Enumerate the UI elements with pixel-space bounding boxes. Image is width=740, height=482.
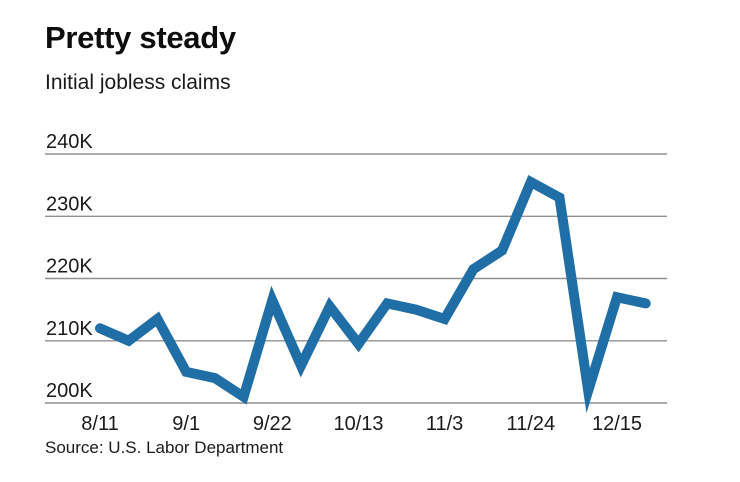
- chart-subtitle: Initial jobless claims: [45, 71, 231, 94]
- x-tick-label: 8/11: [81, 413, 118, 435]
- x-tick-label: 9/22: [253, 413, 292, 435]
- claims-line: [95, 174, 651, 414]
- y-tick-label: 240K: [46, 131, 93, 153]
- x-tick-label: 11/3: [426, 413, 463, 435]
- y-tick-label: 230K: [46, 193, 93, 215]
- x-tick-label: 11/24: [507, 413, 556, 435]
- chart-title: Pretty steady: [45, 20, 236, 55]
- y-tick-label: 200K: [46, 380, 93, 402]
- x-tick-label: 12/15: [592, 413, 642, 435]
- y-tick-label: 220K: [46, 256, 93, 278]
- x-tick-label: 9/1: [172, 413, 200, 435]
- y-tick-label: 210K: [46, 318, 93, 340]
- x-tick-label: 10/13: [333, 413, 383, 435]
- source-note: Source: U.S. Labor Department: [45, 438, 284, 457]
